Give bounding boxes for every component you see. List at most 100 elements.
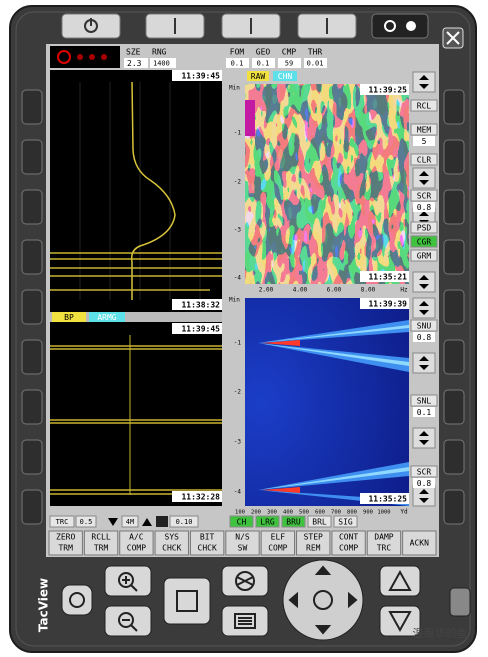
control-button[interactable] [410,249,438,262]
control-button[interactable] [410,99,438,112]
x-tick-label: 900 [363,510,373,516]
display-tab[interactable] [255,515,280,528]
control-button[interactable] [410,189,438,202]
day-night-button[interactable] [371,13,429,39]
function-key[interactable] [189,530,225,556]
time-box [360,298,409,309]
tab[interactable] [273,71,297,81]
arrow-button[interactable] [412,352,436,374]
value-box [304,58,327,68]
arrow-button[interactable] [412,427,436,449]
control-label: SCR [417,468,432,477]
x-tick-label: 200 [251,510,261,516]
display-tab[interactable] [281,515,306,528]
brand: TacView [37,578,51,632]
control-button[interactable] [410,123,438,136]
trace-control[interactable] [121,515,139,528]
control-label: RCL [417,102,432,111]
param-value: 0.01 [307,60,324,68]
function-key-label: SW [238,544,248,553]
hardware-icons [69,565,412,635]
control-button[interactable] [410,221,438,234]
hw-button[interactable] [61,584,93,616]
control-label: GRM [417,252,432,261]
control-button[interactable] [410,394,438,407]
case-edge [15,11,471,647]
time: 11:39:25 [368,86,407,95]
side-button[interactable] [443,489,465,525]
side-button[interactable] [21,339,43,375]
control-button[interactable] [410,319,438,332]
control-button[interactable] [410,465,438,478]
function-key[interactable] [83,530,119,556]
range-value: 1400 [153,60,170,68]
y-tick-label: -4 [234,275,242,282]
trace-control[interactable] [75,515,97,528]
side-button[interactable] [443,289,465,325]
up-arrow [142,518,152,526]
function-key[interactable] [260,530,296,556]
select-button[interactable] [163,577,211,625]
time: 11:39:39 [368,300,407,309]
tab[interactable] [89,312,125,322]
side-button[interactable] [443,89,465,125]
dpad[interactable] [282,559,364,641]
function-key[interactable] [48,530,83,556]
function-key[interactable] [402,530,437,556]
side-button[interactable] [21,439,43,475]
arrow-button[interactable] [412,297,436,319]
control-button[interactable] [410,153,438,166]
bearing-traces [258,320,409,506]
function-key[interactable] [331,530,366,556]
tab[interactable] [247,71,269,81]
trace-control[interactable] [169,515,199,528]
control-label: SCR [417,192,432,201]
function-key[interactable] [119,530,154,556]
function-key[interactable] [296,530,331,556]
side-button[interactable] [21,489,43,525]
side-button[interactable] [21,389,43,425]
function-key-label: BIT [200,533,215,542]
control-button[interactable] [410,235,438,248]
display-tab[interactable] [229,515,254,528]
side-button[interactable] [443,139,465,175]
side-button[interactable] [21,289,43,325]
time-box [172,491,222,502]
down-arrow [108,518,118,526]
trace-control[interactable] [49,515,75,528]
function-key[interactable] [154,530,189,556]
arrow-icon [419,431,429,445]
display-tab[interactable] [307,515,332,528]
time-box [360,84,409,95]
pane-grid [79,82,201,300]
side-button[interactable] [21,89,43,125]
side-button[interactable] [443,439,465,475]
side-button[interactable] [443,239,465,275]
alarm-lights [57,50,107,64]
side-button[interactable] [21,189,43,225]
display-tab-label: LRG [260,518,275,527]
time-box [360,271,409,282]
control-value: 0.8 [417,333,432,342]
watermark: 温哥华的鱼 [413,626,468,640]
control-label: CGR [417,238,432,247]
hw-button[interactable] [449,587,471,617]
tab[interactable] [52,312,86,322]
function-key[interactable] [366,530,402,556]
top-icons [84,18,460,45]
arrow-button[interactable] [412,271,436,293]
function-key-label: CHCK [198,544,217,553]
side-button[interactable] [443,339,465,375]
side-button[interactable] [443,189,465,225]
display-tab[interactable] [333,515,358,528]
side-button[interactable] [21,239,43,275]
side-button[interactable] [443,389,465,425]
value-box [252,58,275,68]
function-key[interactable] [225,530,260,556]
arrow-button[interactable] [412,71,436,93]
x-tick-label: 700 [331,510,341,516]
x-tick-label: 500 [299,510,309,516]
side-button[interactable] [21,139,43,175]
arrow-button[interactable] [412,167,436,189]
x-unit: Hz [400,287,408,294]
